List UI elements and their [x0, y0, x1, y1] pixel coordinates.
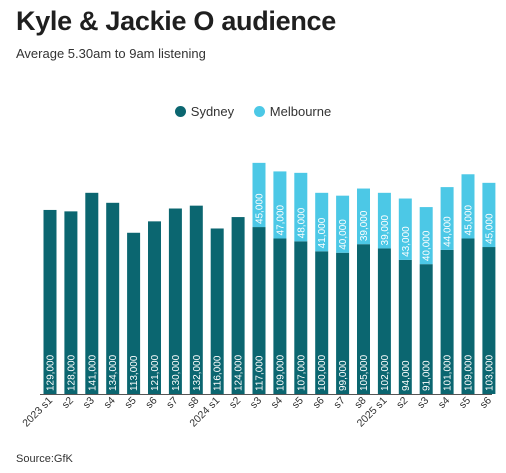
bar-sydney-21 [482, 247, 496, 394]
x-tick-label-11: s4 [269, 395, 285, 411]
bar-label-melbourne-17: 43,000 [401, 226, 412, 257]
legend-swatch-sydney [174, 106, 186, 117]
bar-melbourne-11 [273, 171, 287, 239]
bar-sydney-10 [252, 227, 266, 394]
legend-item-sydney: Sydney [174, 104, 235, 119]
bar-sydney-2 [85, 192, 99, 394]
bar-melbourne-13 [315, 192, 329, 252]
source-note: Source:GfK [16, 453, 73, 465]
bar-label-sydney-5: 121,000 [150, 354, 161, 391]
bar-sydney-0 [43, 209, 57, 394]
bar-label-melbourne-16: 39,000 [380, 214, 391, 245]
bar-label-sydney-3: 134,000 [108, 354, 119, 391]
bar-sydney-6 [168, 208, 182, 394]
bar-sydney-1 [64, 211, 78, 394]
bar-label-sydney-10: 117,000 [255, 355, 266, 391]
bar-label-sydney-13: 100,000 [317, 354, 328, 391]
bar-label-sydney-9: 124,000 [234, 354, 245, 391]
bar-sydney-18 [419, 264, 433, 394]
bar-melbourne-15 [357, 188, 370, 245]
bar-label-melbourne-14: 40,000 [338, 219, 349, 250]
bar-melbourne-14 [336, 195, 350, 253]
bar-sydney-11 [273, 238, 287, 394]
bar-label-melbourne-21: 45,000 [484, 213, 495, 244]
x-tick-label-19: s4 [436, 395, 452, 411]
bar-label-sydney-15: 105,000 [359, 354, 370, 391]
bar-label-melbourne-20: 45,000 [464, 204, 475, 235]
x-tick-label-0: 2023 s1 [20, 395, 55, 430]
chart-title: Kyle & Jackie O audience [16, 6, 336, 36]
bar-label-melbourne-12: 48,000 [296, 207, 307, 238]
bar-melbourne-17 [398, 198, 412, 260]
bar-melbourne-18 [419, 207, 433, 265]
x-tick-label-17: s2 [394, 395, 410, 411]
bar-melbourne-12 [294, 172, 308, 242]
bar-sydney-14 [336, 252, 350, 394]
bar-sydney-9 [231, 217, 245, 394]
bar-label-sydney-2: 141,000 [87, 354, 98, 391]
bar-label-sydney-21: 103,000 [484, 354, 495, 391]
legend-label-sydney: Sydney [190, 104, 235, 119]
x-tick-label-10: s3 [248, 395, 264, 411]
legend: Sydney Melbourne [0, 104, 506, 119]
bar-sydney-17 [398, 259, 412, 394]
bar-sydney-8 [210, 228, 224, 394]
bar-label-sydney-14: 99,000 [338, 360, 349, 391]
x-tick-label-2: s3 [81, 395, 97, 411]
bar-label-sydney-8: 116,000 [213, 355, 224, 391]
bar-label-sydney-7: 132,000 [192, 354, 203, 391]
bar-melbourne-20 [461, 174, 475, 239]
x-tick-label-21: s6 [478, 395, 494, 411]
bar-label-sydney-4: 113,000 [129, 355, 140, 391]
bar-sydney-15 [357, 244, 370, 394]
x-tick-label-5: s6 [143, 395, 159, 411]
bar-label-sydney-18: 91,000 [422, 360, 433, 391]
bar-label-sydney-20: 109,000 [464, 354, 475, 391]
bar-sydney-19 [440, 249, 454, 394]
bar-label-sydney-11: 109,000 [275, 354, 286, 391]
bar-label-sydney-17: 94,000 [401, 360, 412, 391]
x-tick-label-14: s7 [331, 395, 347, 411]
legend-item-melbourne: Melbourne [253, 104, 332, 119]
bar-melbourne-16 [377, 192, 391, 249]
x-tick-label-12: s5 [290, 395, 306, 411]
x-tick-label-18: s3 [415, 395, 431, 411]
x-tick-label-4: s5 [122, 395, 138, 411]
bar-label-melbourne-13: 41,000 [317, 217, 328, 248]
bar-sydney-5 [148, 221, 161, 394]
bar-sydney-16 [377, 248, 391, 394]
x-tick-label-9: s2 [227, 395, 243, 411]
bar-sydney-20 [461, 238, 475, 394]
bar-label-sydney-12: 107,000 [296, 354, 307, 391]
x-tick-label-20: s5 [457, 395, 473, 411]
legend-swatch-melbourne [253, 106, 265, 117]
legend-label-melbourne: Melbourne [269, 104, 332, 119]
bar-sydney-7 [189, 205, 203, 394]
bar-label-melbourne-19: 44,000 [443, 216, 454, 247]
bar-sydney-4 [127, 232, 141, 394]
bar-label-sydney-6: 130,000 [171, 354, 182, 391]
x-tick-label-1: s2 [60, 395, 76, 411]
bar-label-sydney-0: 129,000 [46, 354, 57, 391]
bar-melbourne-19 [440, 187, 454, 250]
bar-sydney-3 [106, 202, 120, 394]
x-tick-label-3: s4 [101, 395, 117, 411]
bar-label-sydney-19: 101,000 [443, 354, 454, 391]
bar-label-sydney-1: 128,000 [66, 354, 77, 391]
bar-sydney-13 [315, 251, 329, 394]
bar-melbourne-10 [252, 162, 266, 228]
bar-label-sydney-16: 102,000 [380, 354, 391, 391]
bar-label-melbourne-11: 47,000 [275, 204, 286, 235]
bar-sydney-12 [294, 241, 308, 394]
bar-label-melbourne-10: 45,000 [255, 193, 266, 224]
bar-melbourne-21 [482, 182, 496, 248]
x-tick-label-6: s7 [164, 395, 180, 411]
bar-label-melbourne-18: 40,000 [422, 230, 433, 261]
bar-label-melbourne-15: 39,000 [359, 210, 370, 241]
x-tick-label-13: s6 [310, 395, 326, 411]
chart-subtitle: Average 5.30am to 9am listening [16, 46, 206, 61]
